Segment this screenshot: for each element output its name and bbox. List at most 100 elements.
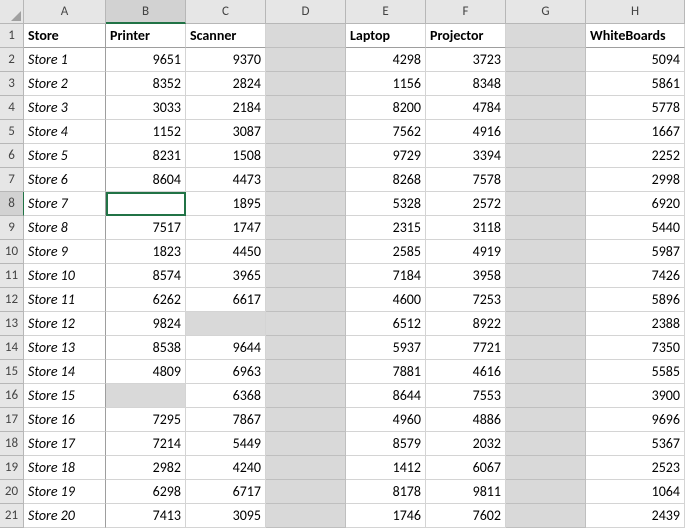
row-header-5[interactable]: 5 xyxy=(0,120,24,144)
cell-G9[interactable] xyxy=(506,216,586,240)
cell-A14[interactable]: Store 13 xyxy=(24,336,106,360)
cell-C21[interactable]: 3095 xyxy=(186,504,266,528)
cell-H17[interactable]: 9696 xyxy=(586,408,685,432)
cell-H13[interactable]: 2388 xyxy=(586,312,685,336)
cell-H16[interactable]: 3900 xyxy=(586,384,685,408)
cell-C6[interactable]: 1508 xyxy=(186,144,266,168)
cell-G20[interactable] xyxy=(506,480,586,504)
cell-A3[interactable]: Store 2 xyxy=(24,72,106,96)
cell-F19[interactable]: 6067 xyxy=(426,456,506,480)
cell-H6[interactable]: 2252 xyxy=(586,144,685,168)
row-header-20[interactable]: 20 xyxy=(0,480,24,504)
cell-E16[interactable]: 8644 xyxy=(346,384,426,408)
row-header-1[interactable]: 1 xyxy=(0,24,24,48)
cell-C16[interactable]: 6368 xyxy=(186,384,266,408)
cell-A16[interactable]: Store 15 xyxy=(24,384,106,408)
cell-C14[interactable]: 9644 xyxy=(186,336,266,360)
cell-A11[interactable]: Store 10 xyxy=(24,264,106,288)
cell-A2[interactable]: Store 1 xyxy=(24,48,106,72)
cell-F3[interactable]: 8348 xyxy=(426,72,506,96)
cell-C13[interactable] xyxy=(186,312,266,336)
cell-B20[interactable]: 6298 xyxy=(106,480,186,504)
cell-G3[interactable] xyxy=(506,72,586,96)
cell-F13[interactable]: 8922 xyxy=(426,312,506,336)
cell-C20[interactable]: 6717 xyxy=(186,480,266,504)
cell-A7[interactable]: Store 6 xyxy=(24,168,106,192)
cell-G15[interactable] xyxy=(506,360,586,384)
cell-B14[interactable]: 8538 xyxy=(106,336,186,360)
cell-C9[interactable]: 1747 xyxy=(186,216,266,240)
cell-E9[interactable]: 2315 xyxy=(346,216,426,240)
row-header-7[interactable]: 7 xyxy=(0,168,24,192)
cell-H20[interactable]: 1064 xyxy=(586,480,685,504)
cell-C4[interactable]: 2184 xyxy=(186,96,266,120)
cell-G5[interactable] xyxy=(506,120,586,144)
cell-C8[interactable]: 1895 xyxy=(186,192,266,216)
row-header-3[interactable]: 3 xyxy=(0,72,24,96)
column-header-H[interactable]: H xyxy=(586,0,685,24)
cell-E4[interactable]: 8200 xyxy=(346,96,426,120)
cell-D1[interactable] xyxy=(266,24,346,48)
cell-C7[interactable]: 4473 xyxy=(186,168,266,192)
row-header-10[interactable]: 10 xyxy=(0,240,24,264)
cell-C19[interactable]: 4240 xyxy=(186,456,266,480)
column-header-F[interactable]: F xyxy=(426,0,506,24)
cell-G18[interactable] xyxy=(506,432,586,456)
cell-C3[interactable]: 2824 xyxy=(186,72,266,96)
cell-D9[interactable] xyxy=(266,216,346,240)
column-header-G[interactable]: G xyxy=(506,0,586,24)
cell-E1[interactable]: Laptop xyxy=(346,24,426,48)
cell-D3[interactable] xyxy=(266,72,346,96)
cell-H11[interactable]: 7426 xyxy=(586,264,685,288)
cell-E6[interactable]: 9729 xyxy=(346,144,426,168)
cell-C1[interactable]: Scanner xyxy=(186,24,266,48)
cell-G13[interactable] xyxy=(506,312,586,336)
column-header-E[interactable]: E xyxy=(346,0,426,24)
cell-G8[interactable] xyxy=(506,192,586,216)
cell-E17[interactable]: 4960 xyxy=(346,408,426,432)
row-header-13[interactable]: 13 xyxy=(0,312,24,336)
cell-E8[interactable]: 5328 xyxy=(346,192,426,216)
cell-A8[interactable]: Store 7 xyxy=(24,192,106,216)
cell-E7[interactable]: 8268 xyxy=(346,168,426,192)
cell-B10[interactable]: 1823 xyxy=(106,240,186,264)
cell-H3[interactable]: 5861 xyxy=(586,72,685,96)
cell-E20[interactable]: 8178 xyxy=(346,480,426,504)
cell-D6[interactable] xyxy=(266,144,346,168)
cell-E2[interactable]: 4298 xyxy=(346,48,426,72)
cell-A18[interactable]: Store 17 xyxy=(24,432,106,456)
cell-C2[interactable]: 9370 xyxy=(186,48,266,72)
cell-H8[interactable]: 6920 xyxy=(586,192,685,216)
cell-F2[interactable]: 3723 xyxy=(426,48,506,72)
cell-D19[interactable] xyxy=(266,456,346,480)
cell-D11[interactable] xyxy=(266,264,346,288)
cell-B2[interactable]: 9651 xyxy=(106,48,186,72)
cell-G19[interactable] xyxy=(506,456,586,480)
row-header-15[interactable]: 15 xyxy=(0,360,24,384)
cell-F18[interactable]: 2032 xyxy=(426,432,506,456)
cell-G7[interactable] xyxy=(506,168,586,192)
cell-A4[interactable]: Store 3 xyxy=(24,96,106,120)
cell-F15[interactable]: 4616 xyxy=(426,360,506,384)
cell-E11[interactable]: 7184 xyxy=(346,264,426,288)
cell-B9[interactable]: 7517 xyxy=(106,216,186,240)
row-header-18[interactable]: 18 xyxy=(0,432,24,456)
cell-F8[interactable]: 2572 xyxy=(426,192,506,216)
column-header-A[interactable]: A xyxy=(24,0,106,24)
cell-F21[interactable]: 7602 xyxy=(426,504,506,528)
cell-F17[interactable]: 4886 xyxy=(426,408,506,432)
cell-E14[interactable]: 5937 xyxy=(346,336,426,360)
cell-A9[interactable]: Store 8 xyxy=(24,216,106,240)
cell-A17[interactable]: Store 16 xyxy=(24,408,106,432)
cell-F16[interactable]: 7553 xyxy=(426,384,506,408)
cell-G11[interactable] xyxy=(506,264,586,288)
row-header-2[interactable]: 2 xyxy=(0,48,24,72)
cell-D8[interactable] xyxy=(266,192,346,216)
cell-F11[interactable]: 3958 xyxy=(426,264,506,288)
cell-B17[interactable]: 7295 xyxy=(106,408,186,432)
cell-F4[interactable]: 4784 xyxy=(426,96,506,120)
cell-A19[interactable]: Store 18 xyxy=(24,456,106,480)
cell-A6[interactable]: Store 5 xyxy=(24,144,106,168)
cell-A13[interactable]: Store 12 xyxy=(24,312,106,336)
cell-H18[interactable]: 5367 xyxy=(586,432,685,456)
